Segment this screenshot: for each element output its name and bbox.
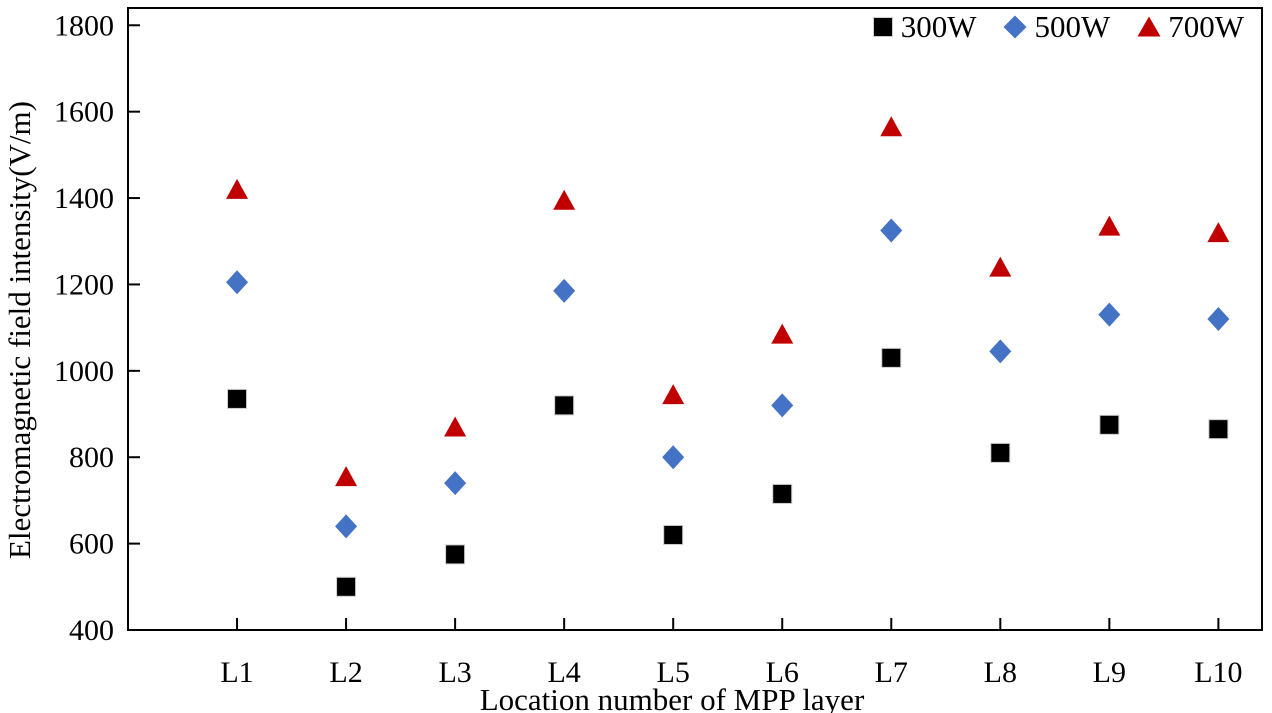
y-tick-label: 1200 [54,268,114,301]
data-point-square [554,395,575,416]
data-point-diamond [1207,307,1230,331]
x-tick-label: L8 [984,656,1017,689]
legend: 300W 500W 700W [872,11,1244,42]
y-tick-label: 600 [69,528,114,561]
legend-item-700w: 700W [1137,11,1244,42]
square-marker-icon [872,16,893,37]
data-point-square [663,524,684,545]
data-point-triangle [444,416,467,437]
legend-label-300w: 300W [900,9,977,44]
x-tick-label: L2 [329,656,362,689]
x-tick-label: L9 [1093,656,1126,689]
triangle-marker-icon [1137,16,1161,37]
x-tick-label: L4 [547,656,580,689]
y-tick-label: 1800 [54,9,114,42]
data-point-diamond [662,445,685,470]
x-tick-label: L5 [657,656,690,689]
legend-item-300w: 300W [872,9,977,44]
legend-label-700w: 700W [1168,9,1244,44]
data-point-diamond [989,339,1012,364]
data-point-triangle [662,384,685,405]
x-tick-label: L3 [438,656,471,689]
data-point-square [772,483,793,504]
data-point-square [990,442,1011,463]
data-point-diamond [880,218,903,243]
plot-border [127,7,1263,631]
data-point-triangle [1207,222,1230,243]
data-point-triangle [989,256,1012,277]
data-point-square [227,388,248,409]
x-tick-label: L10 [1194,656,1242,689]
data-point-diamond [444,471,467,496]
data-point-triangle [880,116,903,137]
data-point-triangle [1098,215,1121,236]
y-tick-label: 1400 [54,182,114,215]
x-axis-title: Location number of MPP layer [480,682,865,713]
diamond-marker-icon [1003,15,1027,38]
y-tick-label: 1600 [54,96,114,129]
data-point-square [1208,419,1229,440]
data-point-diamond [771,393,794,418]
data-point-triangle [553,189,576,210]
y-tick-label: 1000 [54,355,114,388]
data-point-square [1099,414,1120,435]
data-point-square [336,576,357,597]
y-axis-title: Electromagnetic field intensity(V/m) [2,101,37,559]
legend-label-500w: 500W [1034,9,1111,44]
y-tick-label: 800 [69,441,114,474]
data-point-diamond [553,278,576,303]
data-point-triangle [771,323,794,344]
legend-item-500w: 500W [1003,11,1110,42]
data-point-triangle [226,178,249,199]
data-point-triangle [335,466,358,487]
y-tick-label: 400 [69,614,114,647]
data-point-square [881,347,902,368]
x-tick-label: L6 [766,656,799,689]
data-point-square [445,544,466,565]
x-tick-label: L7 [875,656,908,689]
data-point-diamond [1098,302,1121,327]
x-tick-label: L1 [220,656,253,689]
data-point-diamond [226,270,249,295]
data-point-diamond [335,514,358,539]
